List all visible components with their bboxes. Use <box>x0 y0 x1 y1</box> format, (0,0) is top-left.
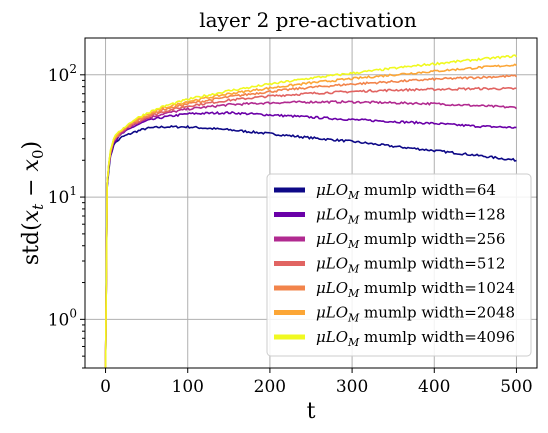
x-tick-label: 200 <box>254 377 286 397</box>
x-tick-label: 100 <box>172 377 204 397</box>
legend-entry: μLOM mumlp width=256 <box>316 230 505 251</box>
legend-entry: μLOM mumlp width=2048 <box>316 304 515 325</box>
legend-box <box>266 173 532 357</box>
legend-entry: μLOM mumlp width=128 <box>316 206 505 227</box>
y-axis-ticks: 100 101 102 <box>48 62 85 369</box>
series-line <box>104 124 517 369</box>
legend-entry: μLOM mumlp width=512 <box>316 255 505 276</box>
series-line <box>104 99 517 369</box>
legend: μLOM mumlp width=64 μLOM mumlp width=128 μ… <box>266 173 532 357</box>
series-line <box>104 74 517 369</box>
x-axis-ticks: 0 100 200 300 400 500 <box>100 368 533 397</box>
x-tick-label: 500 <box>500 377 532 397</box>
series-line <box>104 110 517 369</box>
y-axis-label: std(xt − x0) <box>19 141 47 265</box>
x-tick-label: 400 <box>418 377 450 397</box>
x-tick-label: 300 <box>336 377 368 397</box>
y-tick-label: 100 <box>48 306 77 330</box>
legend-entry: μLOM mumlp width=1024 <box>316 279 515 300</box>
x-tick-label: 0 <box>100 377 111 397</box>
y-tick-label: 101 <box>48 184 77 208</box>
x-axis-label: t <box>307 399 316 424</box>
series-line <box>104 86 517 369</box>
series-lines <box>104 54 518 369</box>
chart-title: layer 2 pre-activation <box>199 8 417 32</box>
series-line <box>104 54 518 369</box>
y-tick-label: 102 <box>48 62 77 86</box>
legend-entry: μLOM mumlp width=4096 <box>316 328 515 349</box>
legend-entry: μLOM mumlp width=64 <box>316 181 496 202</box>
